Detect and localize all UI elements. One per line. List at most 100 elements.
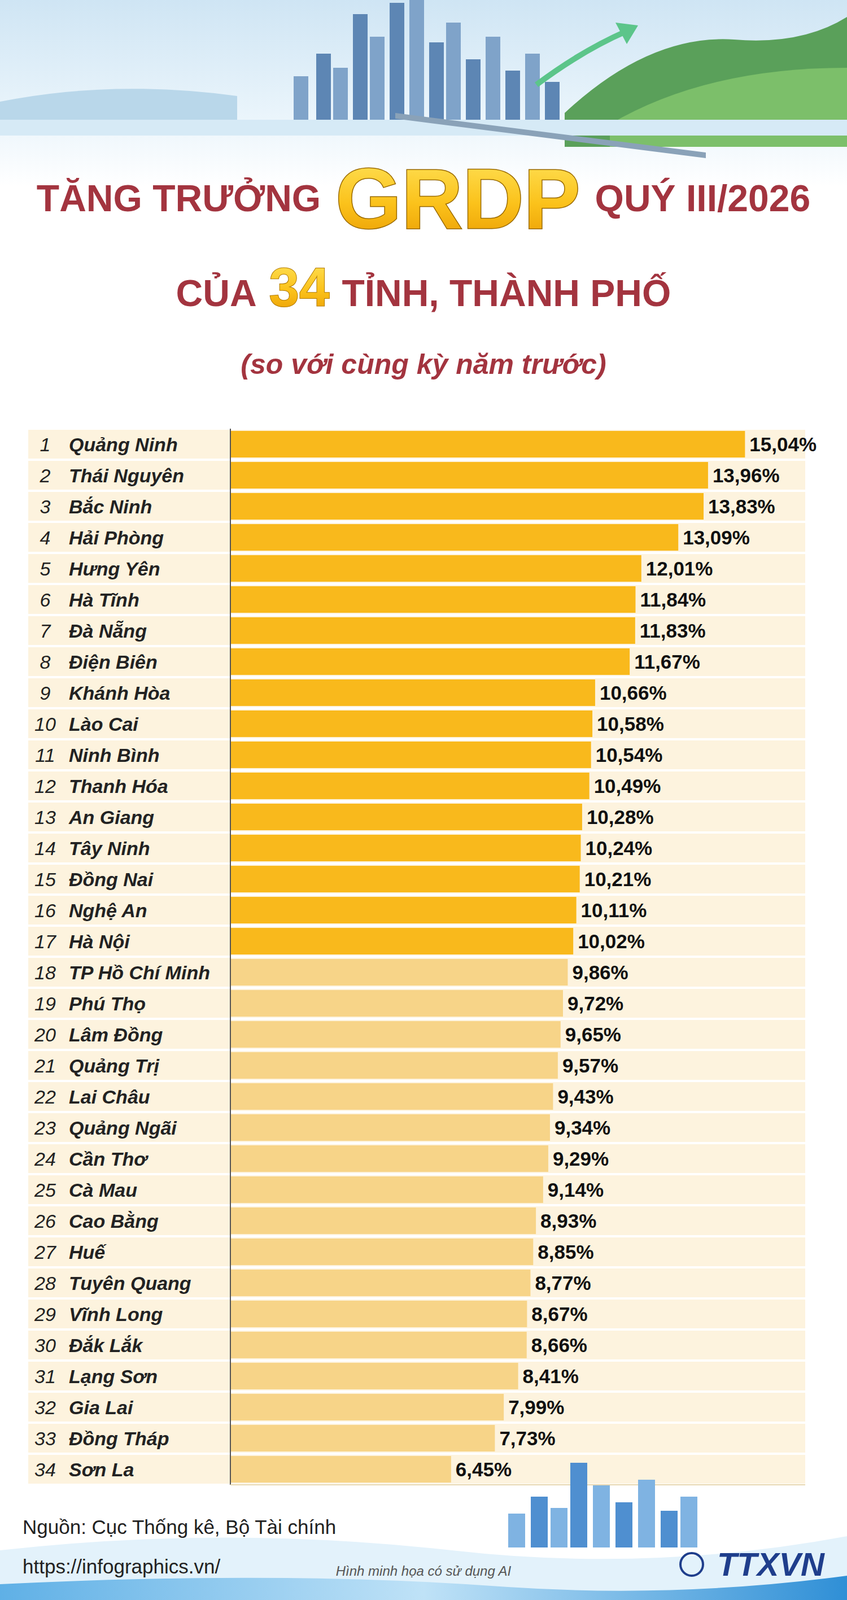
category-label: Lạng Sơn	[68, 1365, 158, 1387]
header-building	[333, 67, 348, 122]
category-label: Hải Phòng	[68, 526, 164, 549]
rank-label: 23	[33, 1116, 56, 1139]
bar	[230, 1269, 531, 1296]
category-label: Đồng Tháp	[68, 1427, 170, 1449]
bar	[230, 1424, 495, 1452]
category-label: Lào Cai	[68, 713, 139, 735]
rank-label: 33	[34, 1427, 56, 1449]
header-building	[316, 53, 331, 122]
rank-label: 14	[34, 837, 56, 859]
rank-label: 22	[33, 1085, 56, 1108]
category-label: Thanh Hóa	[68, 775, 169, 797]
data-label: 8,77%	[534, 1271, 591, 1294]
row-background	[28, 1454, 806, 1484]
footer-building	[508, 1513, 526, 1548]
title: QUÝ III/2026	[595, 177, 811, 220]
rank-label: 30	[34, 1334, 56, 1356]
header-building	[485, 36, 501, 122]
row-background	[28, 460, 806, 490]
category-label: Quảng Ngãi	[68, 1116, 178, 1139]
rank-label: 32	[34, 1396, 56, 1418]
row-background	[28, 833, 806, 863]
rank-label: 12	[34, 775, 56, 797]
rank-label: 24	[33, 1147, 56, 1170]
data-label: 9,57%	[562, 1054, 619, 1077]
data-label: 15,04%	[749, 433, 817, 456]
data-label: 10,24%	[584, 836, 653, 859]
rank-label: 29	[33, 1303, 56, 1325]
rank-label: 4	[40, 526, 51, 549]
row-background	[28, 802, 806, 832]
data-label: 8,67%	[531, 1302, 588, 1325]
category-label: Quảng Trị	[68, 1054, 160, 1077]
row-background	[28, 1423, 806, 1453]
subtitle: TỈNH, THÀNH PHỐ	[341, 272, 671, 314]
data-label: 10,58%	[596, 712, 665, 735]
rank-label: 27	[33, 1241, 57, 1263]
row-background	[28, 553, 806, 583]
source: Nguồn: Cục Thống kê, Bộ Tài chính	[22, 1515, 336, 1538]
data-label: 11,84%	[639, 588, 706, 611]
note: (so với cùng kỳ năm trước)	[240, 348, 606, 381]
credit: Hình minh họa có sử dụng AI	[335, 1562, 512, 1579]
bar	[230, 1238, 534, 1265]
category-label: Hà Tĩnh	[68, 588, 140, 611]
rank-label: 31	[34, 1365, 56, 1387]
rank-label: 6	[40, 588, 51, 611]
data-label: 10,21%	[584, 867, 652, 890]
rank-label: 28	[33, 1272, 56, 1294]
data-label: 9,34%	[554, 1116, 611, 1139]
category-label: Lâm Đồng	[68, 1023, 163, 1046]
data-label: 7,99%	[508, 1395, 565, 1418]
row-background	[28, 709, 806, 739]
category-label: Điện Biên	[68, 651, 158, 673]
row-background	[28, 1081, 806, 1111]
category-label: Quảng Ninh	[68, 433, 178, 456]
row-background	[28, 988, 806, 1018]
axis-line	[230, 1483, 806, 1486]
rank-label: 25	[33, 1179, 56, 1201]
bar	[230, 1176, 544, 1203]
footer-building	[638, 1479, 656, 1548]
bar	[230, 803, 583, 831]
data-label: 8,41%	[522, 1364, 579, 1387]
data-label: 10,11%	[581, 898, 648, 921]
row-background	[28, 1330, 806, 1360]
title: TĂNG TRƯỞNG	[36, 177, 321, 220]
data-label: 6,45%	[455, 1457, 512, 1480]
rank-label: 13	[34, 806, 56, 828]
row-background	[28, 1175, 806, 1204]
bar	[230, 834, 581, 862]
bar	[230, 617, 636, 644]
row-backgrounds	[28, 429, 806, 1484]
rank-label: 17	[34, 930, 57, 953]
header-building	[429, 42, 444, 122]
category-label: Khánh Hòa	[68, 682, 170, 704]
header-building	[369, 36, 385, 122]
category-label: Gia Lai	[68, 1396, 134, 1418]
bar	[230, 1114, 550, 1141]
header-building	[293, 76, 309, 122]
category-label: Đà Nẵng	[68, 620, 147, 642]
data-label: 10,66%	[599, 681, 667, 704]
logo-mark	[680, 1552, 704, 1576]
rank-label: 19	[34, 992, 56, 1015]
bar	[230, 648, 630, 675]
data-label: 9,72%	[567, 992, 624, 1015]
header-arrow	[615, 22, 639, 45]
category-label: Đồng Nai	[68, 868, 155, 890]
bar	[230, 679, 596, 706]
footer-wave	[0, 1535, 847, 1600]
category-label: Tây Ninh	[68, 837, 151, 859]
row-background	[28, 926, 806, 956]
footer-building	[615, 1502, 633, 1548]
rank-label: 7	[40, 620, 52, 642]
row-background	[28, 522, 806, 552]
row-background	[28, 895, 806, 925]
bar	[230, 1020, 561, 1048]
category-label: Vĩnh Long	[68, 1303, 163, 1325]
data-label: 8,66%	[531, 1333, 588, 1356]
data-label: 8,85%	[537, 1240, 594, 1263]
rank-label: 1	[40, 433, 51, 456]
rank-label: 26	[33, 1210, 56, 1232]
